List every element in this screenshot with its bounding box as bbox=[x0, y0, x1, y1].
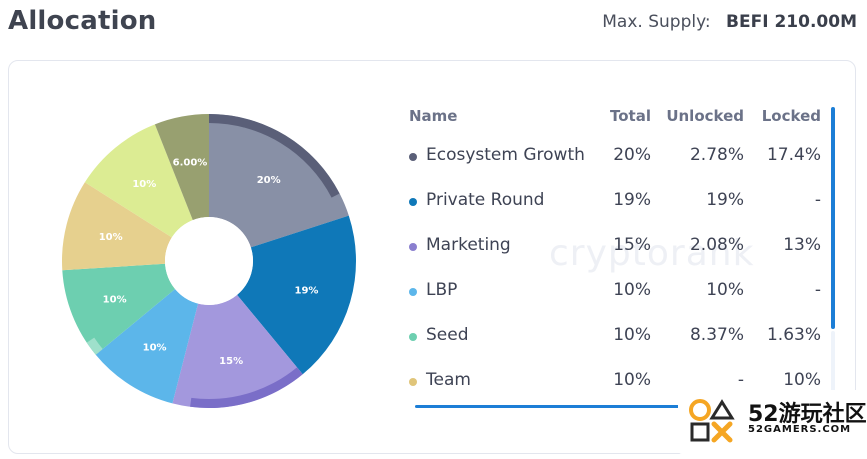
row-name: LBP bbox=[426, 280, 458, 300]
table-row: Seed 10% 8.37% 1.63% bbox=[401, 317, 829, 362]
vertical-scrollbar-thumb[interactable] bbox=[831, 107, 835, 329]
controller-buttons-icon bbox=[689, 399, 735, 443]
pie-slice-wedge[interactable] bbox=[209, 114, 349, 248]
pie-slice-locked-band bbox=[86, 337, 103, 355]
pie-slice-label: 19% bbox=[295, 285, 319, 296]
column-header-total: Total bbox=[610, 107, 651, 125]
max-supply: Max. Supply: BEFI 210.00M bbox=[602, 12, 857, 32]
pie-slice-label: 10% bbox=[143, 343, 167, 354]
vertical-scrollbar-track[interactable] bbox=[831, 331, 835, 401]
pie-slice-label: 10% bbox=[99, 232, 123, 243]
page-title: Allocation bbox=[8, 6, 157, 36]
pie-slice[interactable]: 20% bbox=[209, 114, 349, 248]
row-locked: 13% bbox=[783, 235, 821, 255]
allocation-table[interactable]: Name Total Unlocked Locked Ecosystem Gro… bbox=[401, 97, 829, 399]
pie-slice-wedge[interactable] bbox=[62, 263, 176, 355]
pie-slice[interactable]: 15% bbox=[172, 294, 303, 408]
row-total: 20% bbox=[613, 145, 651, 165]
row-name: Team bbox=[426, 370, 471, 390]
pie-slice-wedge[interactable] bbox=[84, 124, 193, 238]
table-row: Ecosystem Growth 20% 2.78% 17.4% bbox=[401, 137, 829, 182]
legend-dot bbox=[409, 153, 417, 161]
table-row: Team 10% - 10% bbox=[401, 362, 829, 399]
pie-slice-locked-band bbox=[190, 367, 303, 408]
allocation-pie-chart: 20% 19% 15% 10% 10% 10% 10% 6.00% bbox=[59, 111, 359, 411]
max-supply-value: BEFI 210.00M bbox=[726, 12, 857, 32]
pie-slice-label: 6.00% bbox=[173, 157, 208, 168]
pie-slice[interactable]: 10% bbox=[95, 289, 199, 404]
logo-domain: 52GAMERS.COM bbox=[748, 424, 852, 435]
pie-center-hole bbox=[165, 217, 253, 305]
pie-slice-locked-band bbox=[209, 114, 340, 198]
legend-dot bbox=[409, 378, 417, 386]
row-total: 10% bbox=[613, 370, 651, 390]
legend-dot bbox=[409, 288, 417, 296]
row-locked: 10% bbox=[783, 370, 821, 390]
column-header-locked: Locked bbox=[761, 107, 821, 125]
row-total: 19% bbox=[613, 190, 651, 210]
row-unlocked: 2.08% bbox=[689, 235, 744, 255]
pie-slice-wedge[interactable] bbox=[95, 289, 199, 404]
row-locked: 17.4% bbox=[766, 145, 821, 165]
site-logo: 52游玩社区 52GAMERS.COM bbox=[678, 390, 867, 454]
row-name: Marketing bbox=[426, 235, 511, 255]
horizontal-scrollbar-thumb[interactable] bbox=[415, 405, 685, 408]
row-locked: - bbox=[814, 280, 821, 300]
pie-slice[interactable]: 6.00% bbox=[154, 114, 209, 221]
row-locked: - bbox=[814, 190, 821, 210]
pie-slice[interactable]: 10% bbox=[62, 182, 172, 271]
logo-title: 52游玩社区 bbox=[748, 402, 867, 427]
legend-dot bbox=[409, 243, 417, 251]
pie-slice-label: 10% bbox=[103, 294, 127, 305]
row-unlocked: 8.37% bbox=[689, 325, 744, 345]
row-total: 10% bbox=[613, 280, 651, 300]
table-row: LBP 10% 10% - bbox=[401, 272, 829, 317]
pie-svg: 20% 19% 15% 10% 10% 10% 10% 6.00% bbox=[62, 114, 356, 408]
column-header-name: Name bbox=[409, 107, 458, 125]
pie-slice-label: 15% bbox=[219, 356, 243, 367]
legend-dot bbox=[409, 198, 417, 206]
row-name: Seed bbox=[426, 325, 469, 345]
table-header: Name Total Unlocked Locked bbox=[401, 97, 829, 137]
row-name: Ecosystem Growth bbox=[426, 145, 585, 165]
pie-slice[interactable]: 19% bbox=[237, 215, 356, 375]
pie-slice-wedge[interactable] bbox=[154, 114, 209, 221]
pie-slice-label: 20% bbox=[257, 175, 281, 186]
pie-slice-wedge[interactable] bbox=[172, 294, 303, 408]
row-unlocked: - bbox=[737, 370, 744, 390]
pie-slice-wedge[interactable] bbox=[237, 215, 356, 375]
row-locked: 1.63% bbox=[766, 325, 821, 345]
legend-dot bbox=[409, 333, 417, 341]
table-row: Marketing 15% 2.08% 13% bbox=[401, 227, 829, 272]
row-total: 15% bbox=[613, 235, 651, 255]
row-name: Private Round bbox=[426, 190, 545, 210]
row-unlocked: 19% bbox=[706, 190, 744, 210]
allocation-header: Allocation Max. Supply: BEFI 210.00M bbox=[0, 0, 867, 50]
column-header-unlocked: Unlocked bbox=[666, 107, 744, 125]
pie-slice[interactable]: 10% bbox=[84, 124, 193, 238]
pie-slice-wedge[interactable] bbox=[62, 182, 172, 271]
table-row: Private Round 19% 19% - bbox=[401, 182, 829, 227]
row-unlocked: 2.78% bbox=[689, 145, 744, 165]
row-unlocked: 10% bbox=[706, 280, 744, 300]
pie-slice[interactable]: 10% bbox=[62, 263, 176, 355]
max-supply-label: Max. Supply: bbox=[602, 12, 711, 32]
pie-slice-label: 10% bbox=[132, 179, 156, 190]
row-total: 10% bbox=[613, 325, 651, 345]
